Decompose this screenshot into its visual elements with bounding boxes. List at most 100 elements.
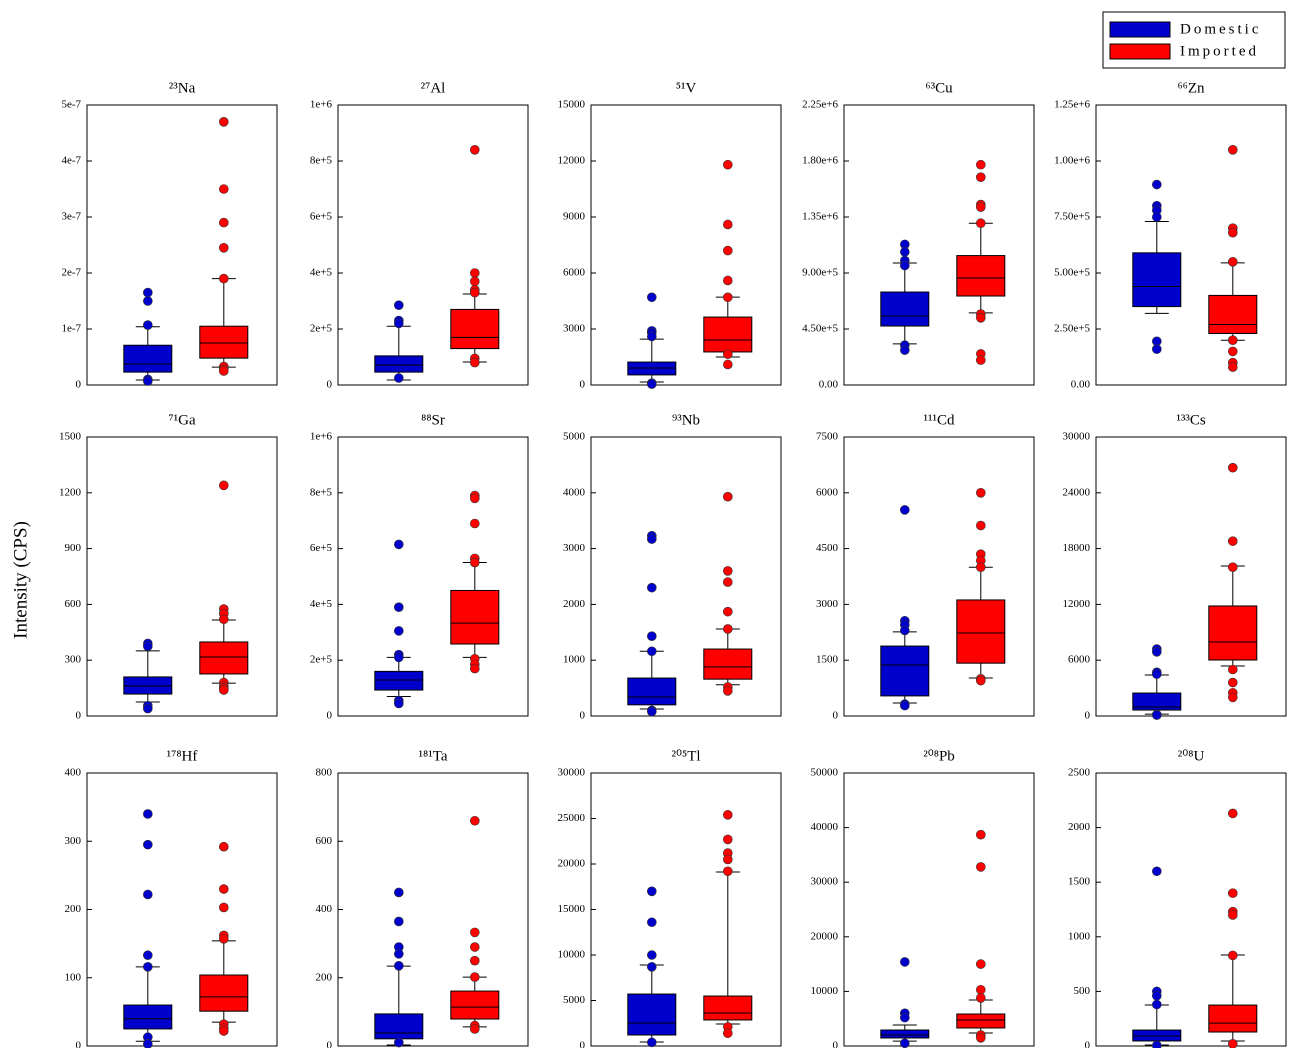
outlier (1228, 145, 1238, 155)
y-tick-label: 3000 (816, 598, 839, 610)
y-tick-label: 600 (316, 835, 333, 847)
box (703, 648, 753, 680)
outlier (975, 159, 986, 170)
y-tick-label: 200 (65, 903, 82, 915)
outlier (899, 505, 910, 515)
legend-frame (1102, 11, 1286, 69)
y-tick-label: 2e+5 (310, 323, 333, 335)
y-tick-label: 0 (327, 710, 333, 722)
outlier (219, 934, 229, 944)
chart-title: ⁹³Nb (672, 412, 700, 428)
y-tick-label: 12000 (1063, 598, 1091, 610)
y-tick-label: 15000 (558, 903, 586, 915)
y-tick-label: 400 (65, 767, 82, 779)
y-tick-label: 1.00e+6 (1054, 155, 1090, 167)
outlier (143, 950, 153, 961)
y-tick-label: 4500 (816, 542, 839, 554)
y-tick-label: 1000 (1068, 930, 1091, 942)
chart-title: ⁶⁶Zn (1177, 80, 1205, 96)
box (627, 677, 677, 706)
box (450, 990, 500, 1020)
outlier (1228, 562, 1238, 573)
outlier (975, 829, 986, 840)
y-tick-label: 4e+5 (310, 267, 333, 279)
outlier (143, 1039, 153, 1048)
y-tick-label: 6e+5 (310, 211, 333, 223)
outlier (393, 539, 404, 550)
y-tick-label: 0 (327, 1040, 333, 1048)
box (1208, 605, 1258, 661)
outlier (1228, 664, 1238, 675)
y-tick-label: 0.00 (1071, 379, 1091, 391)
y-tick-label: 0 (327, 379, 333, 391)
outlier (143, 376, 153, 386)
y-tick-label: 1e+6 (310, 99, 333, 111)
outlier (219, 1026, 229, 1036)
y-tick-label: 9.00e+5 (802, 267, 838, 279)
chart-title: ²⁰⁵Tl (671, 748, 700, 764)
outlier (722, 245, 733, 256)
y-tick-label: 5000 (563, 994, 586, 1006)
box (199, 974, 249, 1012)
chart-title: ²³Na (169, 80, 196, 96)
y-tick-label: 3000 (563, 542, 586, 554)
outlier (143, 641, 153, 652)
y-tick-label: 9000 (563, 211, 586, 223)
outlier (219, 884, 229, 894)
outlier (469, 815, 480, 826)
chart-title: ²⁷Al (421, 80, 446, 96)
outlier (975, 218, 986, 229)
outlier (393, 1037, 404, 1048)
outlier (722, 834, 733, 845)
box (450, 589, 500, 645)
y-tick-label: 4.50e+5 (802, 323, 838, 335)
outlier (722, 854, 733, 865)
outlier (469, 276, 480, 287)
outlier (393, 949, 404, 959)
outlier (1152, 866, 1162, 877)
y-tick-label: 1.80e+6 (802, 155, 838, 167)
y-tick-label: 2e+5 (310, 654, 333, 666)
outlier (143, 320, 153, 330)
outlier (469, 268, 480, 278)
y-tick-label: 400 (316, 903, 333, 915)
outlier (1152, 179, 1162, 190)
outlier (722, 1028, 733, 1039)
y-tick-label: 0 (1085, 1040, 1091, 1048)
outlier (646, 886, 657, 897)
outlier (975, 355, 986, 365)
y-tick-label: 2.50e+5 (1054, 323, 1090, 335)
legend-swatch (1109, 21, 1171, 38)
outlier (722, 624, 733, 634)
outlier (1228, 950, 1238, 961)
box (374, 355, 424, 373)
y-tick-label: 30000 (811, 876, 839, 888)
box (374, 1013, 424, 1040)
outlier (1152, 1040, 1162, 1048)
outlier (143, 962, 153, 972)
legend: Domestic Imported (1102, 11, 1286, 69)
y-tick-label: 1e-7 (61, 323, 81, 335)
box (703, 316, 753, 353)
outlier (393, 961, 404, 971)
outlier (1228, 536, 1238, 546)
outlier (900, 1038, 910, 1048)
outlier (975, 312, 986, 323)
y-tick-label: 0 (580, 379, 586, 391)
outlier (899, 957, 910, 967)
y-tick-label: 6000 (816, 486, 839, 498)
outlier (469, 287, 480, 298)
outlier (469, 557, 480, 568)
y-tick-label: 10000 (811, 985, 839, 997)
y-tick-label: 1000 (563, 654, 586, 666)
outlier (469, 927, 480, 938)
box (123, 344, 173, 373)
y-tick-label: 2000 (563, 598, 586, 610)
outlier (722, 219, 733, 230)
y-tick-label: 600 (65, 598, 82, 610)
outlier (1152, 999, 1162, 1010)
outlier (899, 700, 910, 711)
outlier (469, 942, 480, 952)
outlier (393, 887, 404, 898)
outlier (1228, 677, 1238, 688)
